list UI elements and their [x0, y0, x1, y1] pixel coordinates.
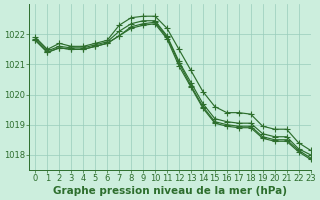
X-axis label: Graphe pression niveau de la mer (hPa): Graphe pression niveau de la mer (hPa) — [53, 186, 287, 196]
